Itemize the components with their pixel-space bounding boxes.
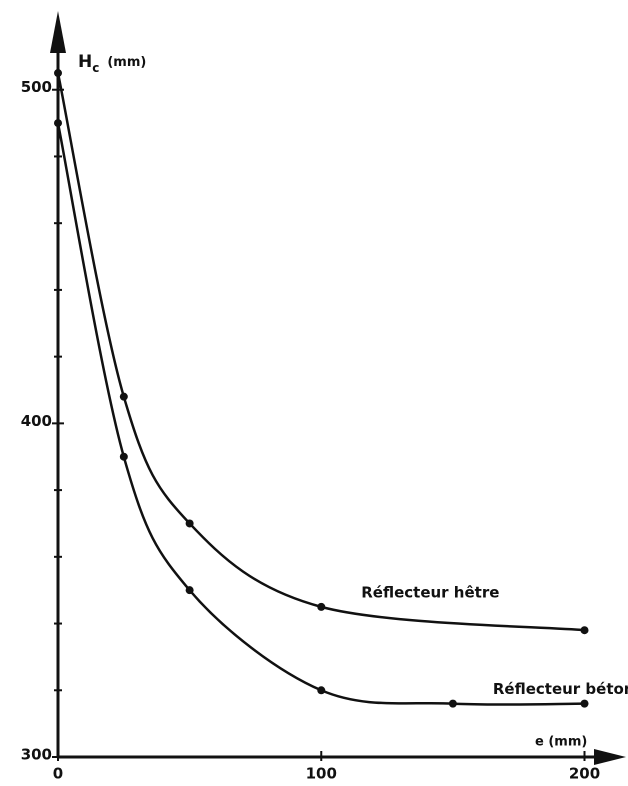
data-point bbox=[317, 686, 326, 695]
x-axis-label: e (mm) bbox=[535, 735, 587, 750]
x-tick-label: 0 bbox=[53, 765, 63, 783]
data-point bbox=[119, 392, 128, 401]
x-axis-arrow bbox=[594, 749, 626, 765]
y-axis-label: Hc (mm) bbox=[78, 52, 146, 75]
y-tick-label: 500 bbox=[21, 78, 52, 96]
y-tick-label: 400 bbox=[21, 412, 52, 430]
data-point bbox=[54, 69, 62, 78]
y-label-sub: c bbox=[92, 61, 99, 75]
data-point bbox=[54, 119, 62, 128]
data-point bbox=[580, 699, 589, 708]
series-label: Réflecteur béton bbox=[493, 680, 628, 698]
data-point bbox=[119, 452, 128, 461]
y-axis-arrow bbox=[50, 11, 66, 53]
y-label-main: H bbox=[78, 52, 92, 72]
y-tick-label: 300 bbox=[21, 746, 52, 764]
data-point bbox=[448, 699, 457, 708]
data-point bbox=[580, 626, 589, 635]
curve bbox=[56, 122, 585, 706]
data-point bbox=[185, 519, 194, 528]
data-point bbox=[185, 586, 194, 595]
series-label: Réflecteur hêtre bbox=[361, 583, 499, 601]
y-label-unit: (mm) bbox=[107, 55, 146, 70]
curve bbox=[56, 72, 585, 632]
data-point bbox=[317, 602, 326, 611]
x-tick-label: 100 bbox=[306, 765, 337, 783]
x-tick-label: 200 bbox=[569, 765, 600, 783]
